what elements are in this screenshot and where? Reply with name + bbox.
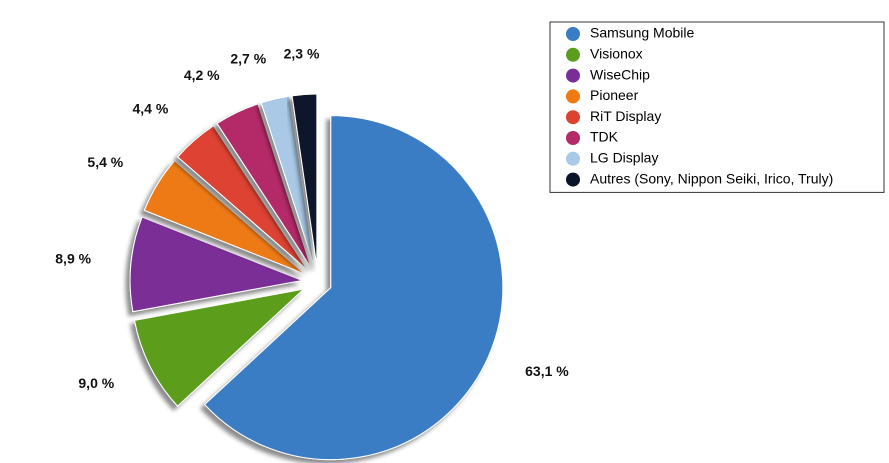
pie-slice	[291, 93, 318, 267]
legend-swatch	[566, 47, 580, 62]
legend-label: RiT Display	[590, 108, 661, 124]
pie-slice	[260, 95, 315, 267]
pie-slice	[143, 160, 305, 275]
data-label: 5,4 %	[87, 154, 123, 170]
legend-swatch	[566, 68, 580, 83]
legend-swatch	[566, 151, 580, 166]
legend-label: WiseChip	[590, 66, 650, 82]
legend-label: Visionox	[590, 46, 643, 62]
legend-label: Pioneer	[590, 87, 639, 103]
legend-swatch	[566, 172, 580, 187]
data-label: 9,0 %	[78, 375, 114, 391]
legend-label: LG Display	[590, 150, 658, 166]
legend-box	[549, 21, 885, 193]
pie-slice	[129, 216, 304, 313]
legend-label: Samsung Mobile	[590, 25, 694, 41]
legend: Samsung Mobile Visionox WiseChip Pioneer RiT…	[549, 21, 885, 193]
data-label: 8,9 %	[55, 251, 91, 267]
pie-slice	[204, 115, 504, 461]
legend-swatch	[566, 110, 580, 125]
pie	[129, 93, 504, 461]
data-label: 63,1 %	[525, 363, 569, 379]
data-label: 4,4 %	[132, 101, 168, 117]
data-label: 2,7 %	[230, 51, 266, 67]
pie-slice	[216, 103, 312, 268]
legend-swatch	[566, 27, 580, 41]
data-labels: 63,1 % 9,0 % 8,9 % 5,4 % 4,4 % 4,2 % 2,7 % 2,3 …	[55, 45, 570, 391]
data-label: 2,3 %	[284, 45, 320, 61]
legend-swatch	[566, 89, 580, 104]
pie-slice	[133, 288, 306, 407]
legend-label: Autres (Sony, Nippon Seiki, Irico, Truly…	[590, 170, 833, 186]
data-label: 4,2 %	[184, 67, 220, 83]
legend-label: TDK	[590, 129, 619, 145]
legend-swatch	[566, 131, 580, 145]
pie-slice	[177, 125, 308, 271]
